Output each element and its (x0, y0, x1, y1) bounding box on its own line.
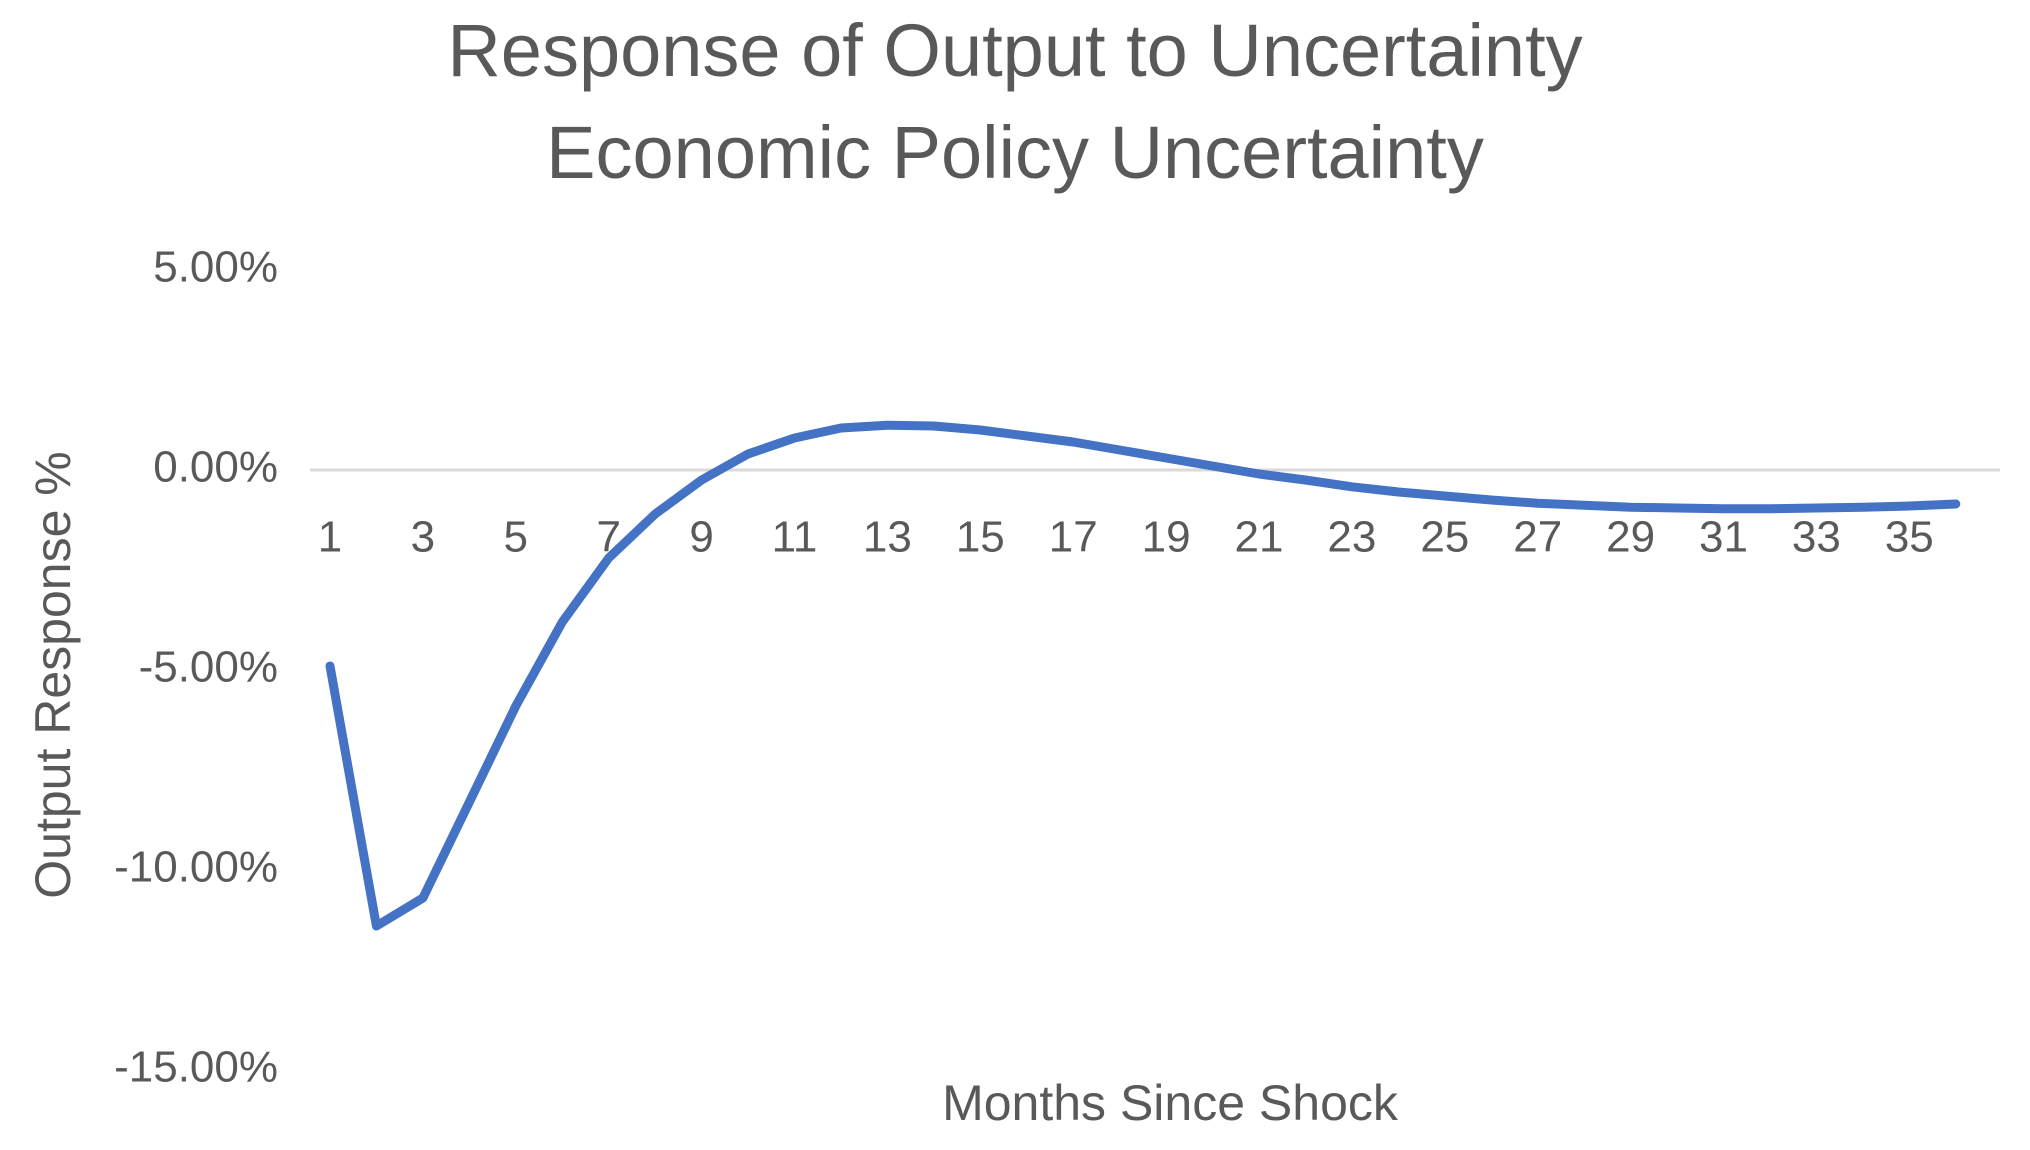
x-tick-label: 5 (504, 513, 528, 562)
y-tick-label: -15.00% (114, 1043, 278, 1092)
x-tick-label: 9 (689, 513, 713, 562)
x-tick-label: 33 (1792, 513, 1841, 562)
x-tick-label: 13 (863, 513, 912, 562)
x-tick-label: 17 (1049, 513, 1098, 562)
x-tick-label: 35 (1885, 513, 1934, 562)
x-tick-label: 1 (318, 513, 342, 562)
x-tick-label: 27 (1513, 513, 1562, 562)
y-tick-label: 5.00% (153, 243, 278, 292)
x-tick-label: 11 (772, 513, 818, 562)
x-axis-label: Months Since Shock (942, 1075, 1399, 1131)
x-tick-label: 25 (1420, 513, 1469, 562)
series-line (325, 420, 1961, 931)
y-axis-label: Output Response % (25, 451, 81, 899)
y-tick-label: -5.00% (139, 643, 278, 692)
x-tick-label: 29 (1606, 513, 1655, 562)
y-tick-label: 0.00% (153, 443, 278, 492)
chart-title: Response of Output to Uncertainty (447, 9, 1583, 92)
chart-subtitle: Economic Policy Uncertainty (546, 111, 1484, 194)
x-tick-label: 3 (411, 513, 435, 562)
x-tick-label: 21 (1235, 513, 1284, 562)
x-tick-label: 23 (1327, 513, 1376, 562)
x-tick-label: 19 (1142, 513, 1191, 562)
y-tick-label: -10.00% (114, 843, 278, 892)
x-tick-label: 31 (1699, 513, 1748, 562)
x-tick-label: 15 (956, 513, 1005, 562)
